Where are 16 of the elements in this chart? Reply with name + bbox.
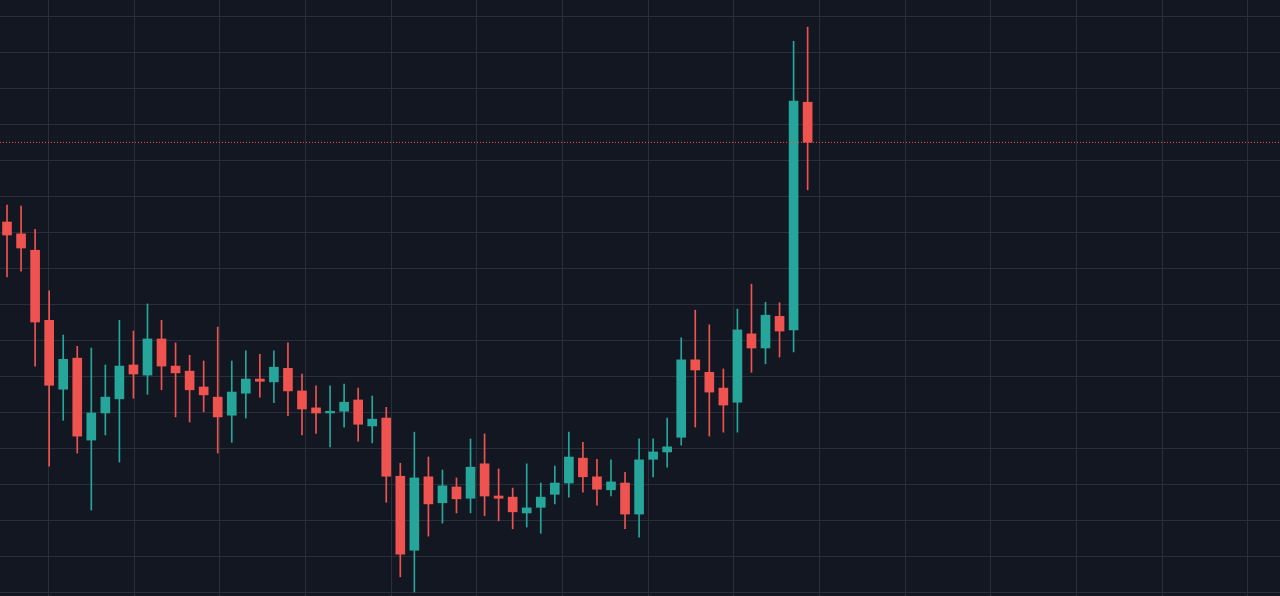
candlestick: [648, 438, 658, 478]
candlestick: [86, 347, 97, 511]
candlestick: [311, 385, 321, 434]
candlestick: [690, 309, 701, 428]
candlestick: [240, 350, 251, 419]
candlestick: [704, 324, 715, 437]
candlestick: [606, 459, 616, 497]
candlestick: [367, 395, 378, 444]
candlestick: [255, 353, 265, 398]
candlestick: [2, 204, 12, 278]
candlestick: [212, 326, 223, 454]
candlestick: [521, 463, 532, 528]
candlestick: [535, 482, 546, 534]
candlestick: [662, 417, 673, 468]
candlestick: [16, 205, 26, 272]
candlestick: [339, 383, 349, 428]
